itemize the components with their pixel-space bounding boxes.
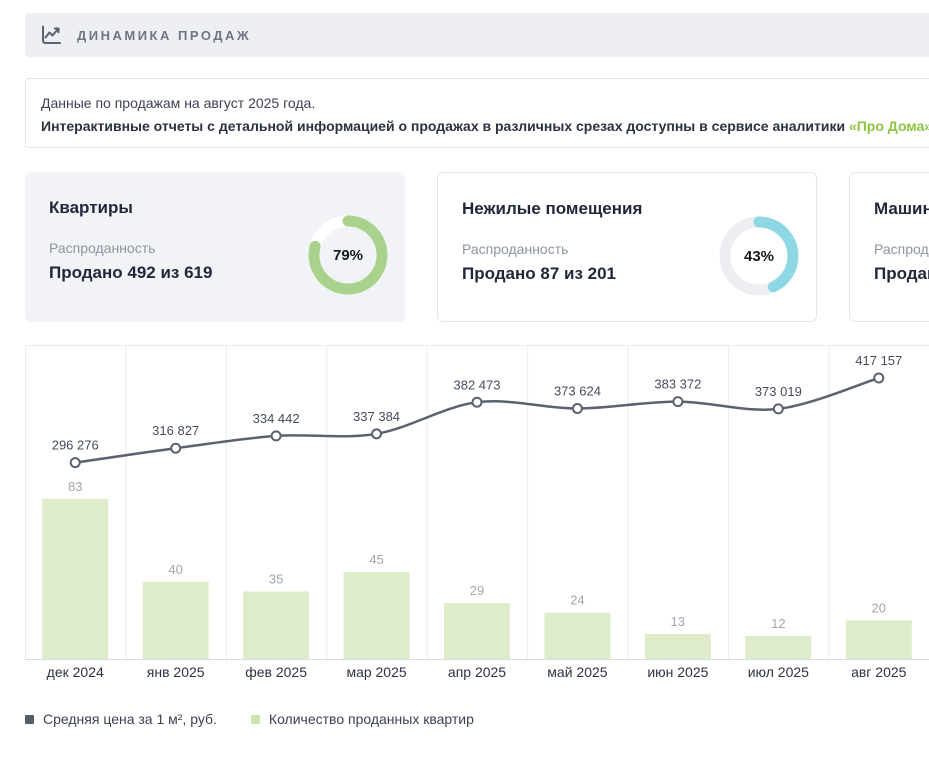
line-value-label: 383 372 <box>654 377 701 392</box>
line-point[interactable] <box>69 457 81 469</box>
legend-label: Средняя цена за 1 м², руб. <box>43 711 217 727</box>
bar-sold-apartments[interactable] <box>745 635 812 659</box>
donut-percent-label: 79% <box>332 246 364 264</box>
x-axis-month-label: июн 2025 <box>647 664 708 680</box>
sales-info-card: Данные по продажам на август 2025 года. … <box>25 78 929 148</box>
x-axis-month-label: апр 2025 <box>448 664 506 680</box>
soldout-value: Продано 87 из 201 <box>462 264 617 283</box>
legend-swatch <box>250 714 260 724</box>
soldout-value: Продано 492 из 619 <box>49 263 213 282</box>
card-parking[interactable]: Машин Распрод Продан <box>849 172 929 322</box>
legend-item-avg-price[interactable]: Средняя цена за 1 м², руб. <box>25 711 217 727</box>
card-title: Нежилые помещения <box>462 199 643 218</box>
bar-sold-apartments[interactable] <box>42 498 109 659</box>
legend-item-sold-count[interactable]: Количество проданных квартир <box>250 711 474 727</box>
legend-swatch <box>25 714 34 724</box>
line-point[interactable] <box>471 396 483 408</box>
soldout-donut-chart: 43% <box>719 216 799 296</box>
line-point[interactable] <box>873 372 885 384</box>
bar-sold-apartments[interactable] <box>845 620 912 659</box>
bar-value-label: 83 <box>68 479 82 494</box>
donut-arc <box>719 216 799 296</box>
section-title: ДИНАМИКА ПРОДАЖ <box>77 27 252 43</box>
donut-arc <box>308 215 388 295</box>
pro-doma-link[interactable]: «Про Дома» <box>848 118 929 134</box>
legend-label: Количество проданных квартир <box>268 711 474 727</box>
trend-chart-icon <box>39 23 63 47</box>
bar-value-label: 35 <box>269 571 283 586</box>
x-axis-month-label: июл 2025 <box>748 664 809 680</box>
bar-sold-apartments[interactable] <box>343 572 410 659</box>
line-point[interactable] <box>772 403 784 415</box>
line-value-label: 382 473 <box>454 377 501 392</box>
x-axis-month-label: фев 2025 <box>245 664 307 680</box>
x-axis-month-label: янв 2025 <box>147 664 205 680</box>
chart-legend: Средняя цена за 1 м², руб. Количество про… <box>25 711 474 727</box>
x-axis-month-label: авг 2025 <box>851 664 907 680</box>
x-axis-month-label: дек 2024 <box>47 664 104 680</box>
analytics-text: Интерактивные отчеты с детальной информа… <box>41 118 846 134</box>
line-value-label: 296 276 <box>52 438 99 453</box>
bar-value-label: 20 <box>872 600 886 615</box>
soldout-label: Распроданность <box>49 240 156 256</box>
bar-sold-apartments[interactable] <box>444 603 510 659</box>
donut-ring <box>308 215 388 295</box>
bar-value-label: 12 <box>771 616 785 631</box>
sales-data-date-text: Данные по продажам на август 2025 года. <box>41 95 316 111</box>
soldout-label: Распроданность <box>462 241 569 257</box>
line-value-label: 334 442 <box>253 411 300 426</box>
bar-sold-apartments[interactable] <box>142 581 209 659</box>
line-value-label: 337 384 <box>353 409 400 424</box>
soldout-value: Продан <box>874 264 929 283</box>
bar-sold-apartments[interactable] <box>243 591 310 659</box>
donut-percent-label: 43% <box>743 247 775 265</box>
line-point[interactable] <box>571 402 583 414</box>
soldout-donut-chart: 79% <box>308 215 388 295</box>
analytics-service-text: Интерактивные отчеты с детальной информа… <box>41 118 929 134</box>
bar-value-label: 40 <box>168 562 182 577</box>
sales-dynamics-chart: 83 40 35 45 29 24 13 12 20 296 276 316 827 334 442 3… <box>25 345 929 682</box>
bar-sold-apartments[interactable] <box>544 612 611 659</box>
card-title: Квартиры <box>49 198 133 217</box>
bar-value-label: 24 <box>570 593 584 608</box>
line-value-label: 373 624 <box>554 383 601 398</box>
line-point[interactable] <box>270 430 282 442</box>
soldout-label: Распрод <box>874 241 929 257</box>
x-axis-month-label: май 2025 <box>547 664 607 680</box>
line-value-label: 316 827 <box>152 423 199 438</box>
bar-value-label: 45 <box>369 552 383 567</box>
chart-canvas: 83 40 35 45 29 24 13 12 20 296 276 316 827 334 442 3… <box>25 345 929 680</box>
bar-sold-apartments[interactable] <box>644 633 711 659</box>
donut-ring <box>719 216 799 296</box>
bar-value-label: 13 <box>671 614 685 629</box>
line-value-label: 417 157 <box>855 353 902 368</box>
line-point[interactable] <box>170 442 182 454</box>
section-header-bar: ДИНАМИКА ПРОДАЖ <box>25 13 929 57</box>
card-apartments[interactable]: Квартиры Распроданность Продано 492 из 6… <box>25 172 405 322</box>
x-axis-month-label: мар 2025 <box>346 664 406 680</box>
line-point[interactable] <box>672 396 684 408</box>
card-nonresidential[interactable]: Нежилые помещения Распроданность Продано… <box>437 172 817 322</box>
line-value-label: 373 019 <box>755 384 802 399</box>
card-title: Машин <box>874 199 929 218</box>
bar-value-label: 29 <box>470 583 484 598</box>
line-point[interactable] <box>371 428 383 440</box>
